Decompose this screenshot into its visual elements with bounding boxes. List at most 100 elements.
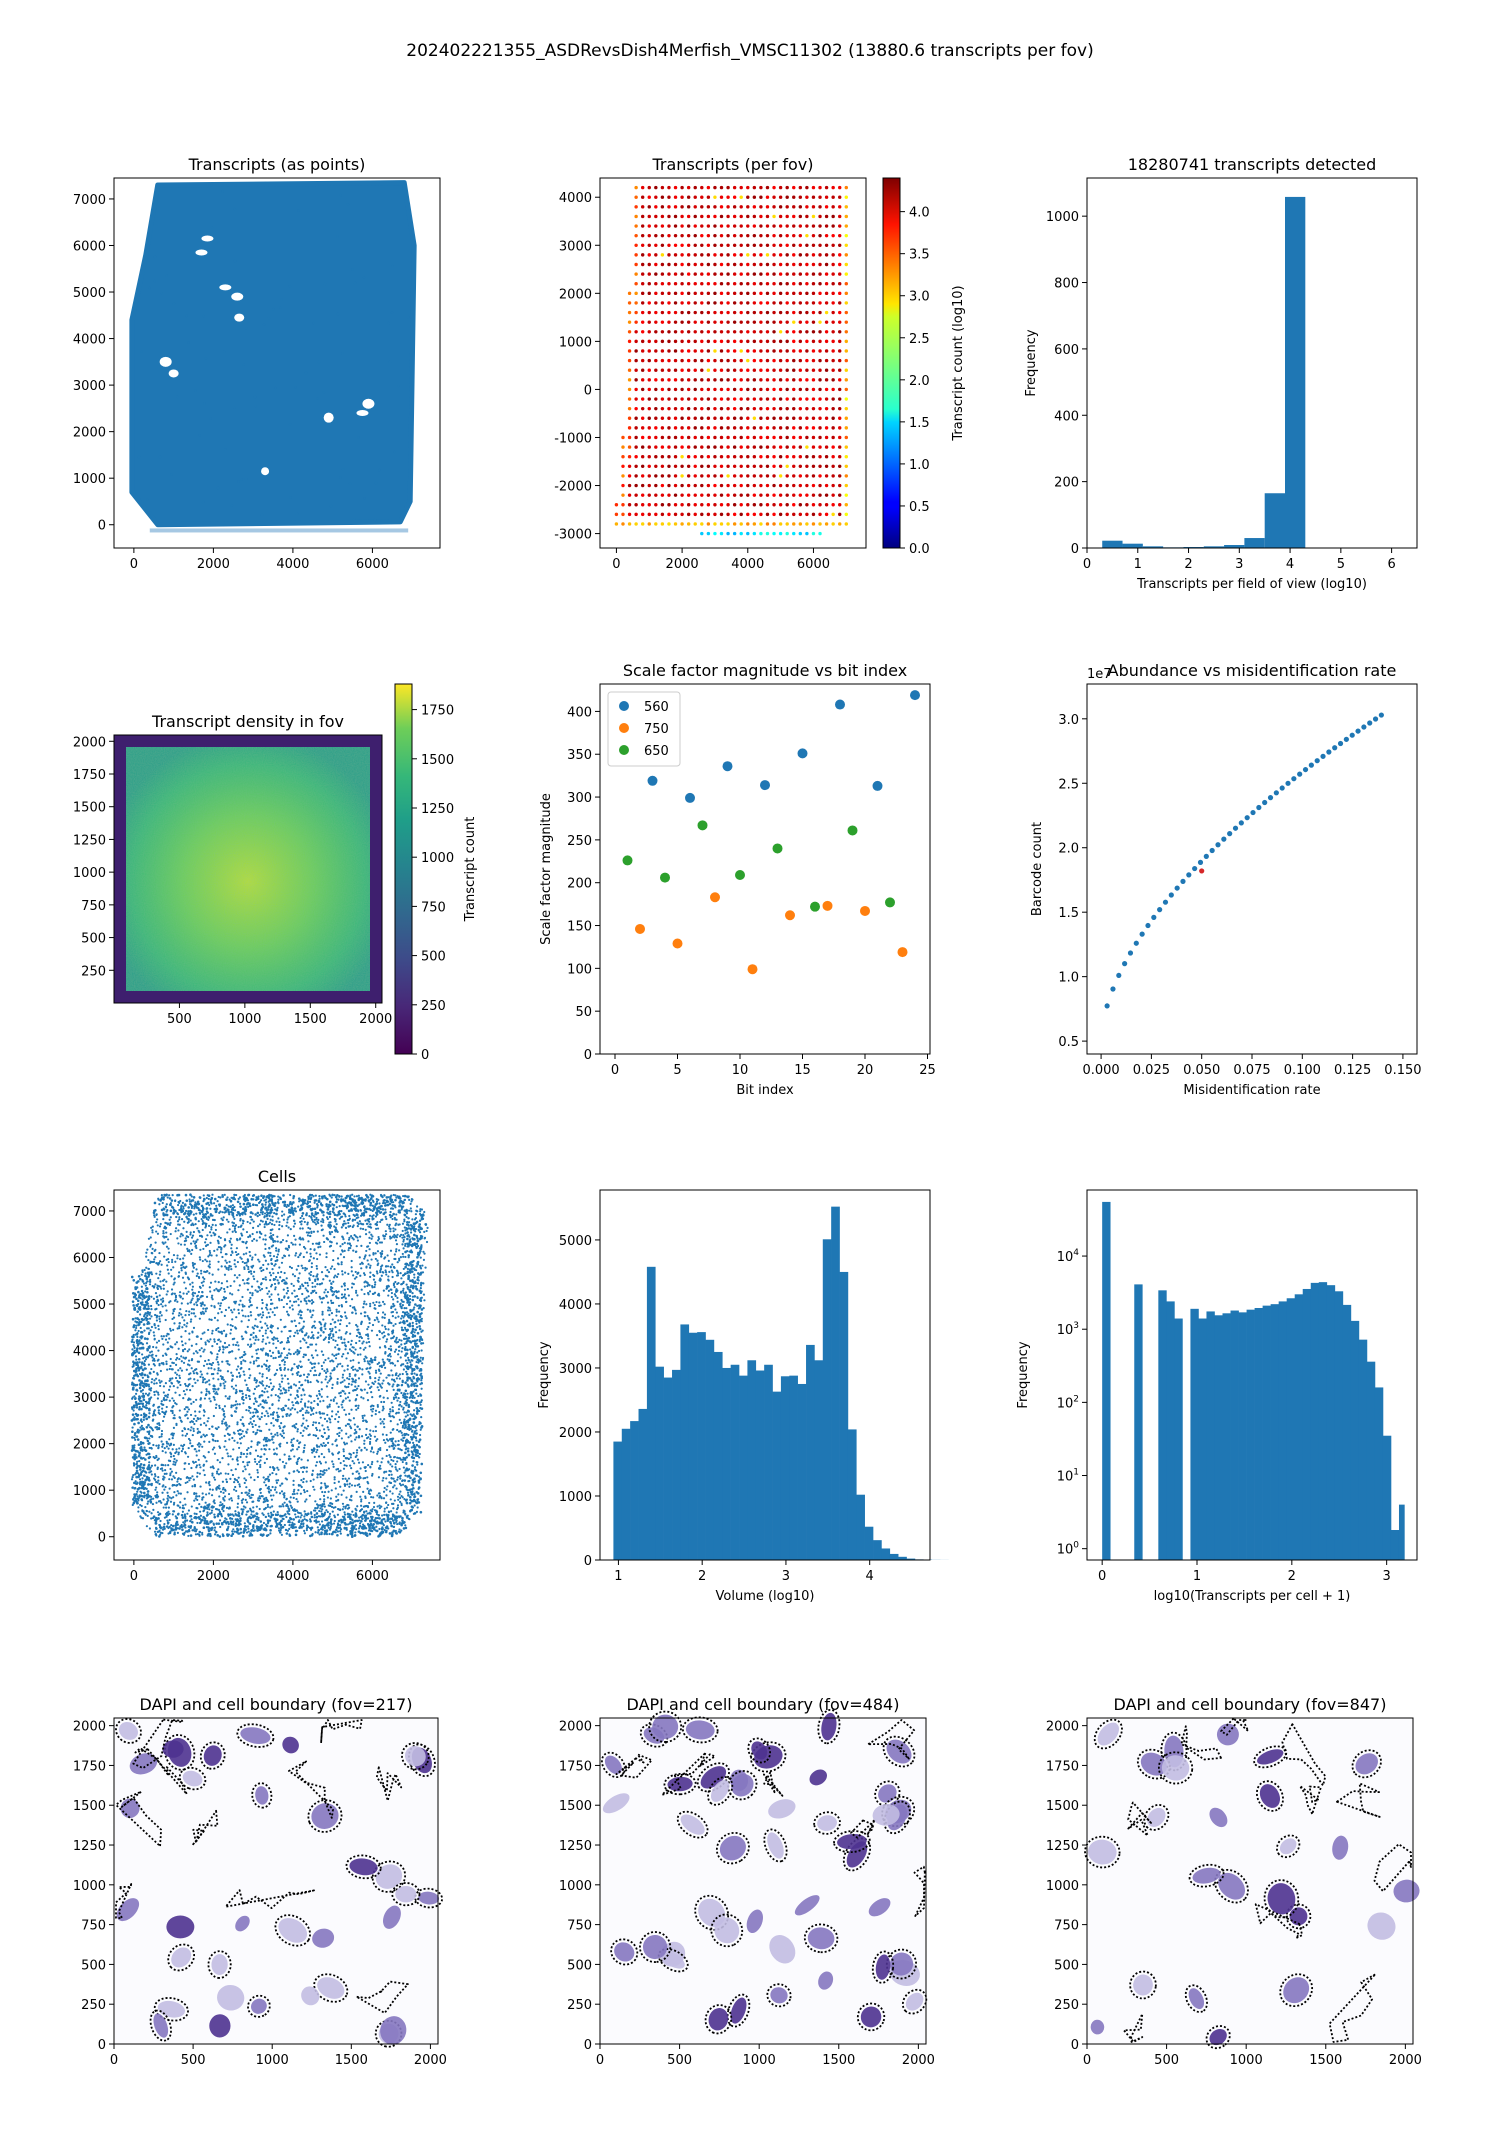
cell-point: [309, 1227, 312, 1230]
cell-point: [396, 1506, 399, 1509]
fov-point: [811, 205, 816, 209]
cell-point: [229, 1205, 232, 1209]
cell-point: [214, 1388, 217, 1391]
cell-point: [228, 1395, 231, 1398]
cell-point: [297, 1264, 300, 1268]
fov-point: [660, 378, 665, 382]
cell-point: [313, 1488, 316, 1491]
cell-point: [297, 1298, 300, 1301]
cell-point: [161, 1469, 164, 1472]
fov-point: [654, 339, 658, 344]
fov-point: [759, 233, 763, 238]
fov-point: [838, 339, 842, 344]
fov-point: [726, 493, 730, 497]
cell-point: [385, 1433, 388, 1437]
fov-point: [654, 503, 658, 507]
cell-point: [267, 1365, 270, 1369]
fov-point: [660, 339, 665, 344]
cell-point: [376, 1438, 379, 1441]
fov-point: [627, 512, 632, 517]
cell-point: [253, 1277, 256, 1281]
fov-point: [686, 483, 691, 488]
fov-point: [785, 272, 789, 276]
fov-point: [634, 522, 638, 526]
cell-point: [294, 1384, 298, 1387]
cell-point: [354, 1531, 357, 1534]
fov-point: [824, 474, 829, 478]
cell-point: [227, 1455, 230, 1458]
fov-point: [798, 339, 803, 344]
y-tick-label: 300: [567, 791, 592, 806]
cell-point: [252, 1430, 255, 1434]
fov-point: [811, 214, 816, 219]
fov-point: [706, 493, 711, 497]
fov-point: [706, 474, 711, 478]
fov-point: [752, 416, 757, 420]
fov-point: [778, 243, 783, 247]
fov-point: [706, 464, 711, 469]
cell-point: [270, 1498, 274, 1501]
fov-point: [818, 435, 822, 440]
fov-point: [686, 503, 691, 507]
fov-point: [713, 243, 717, 247]
fov-point: [831, 330, 835, 334]
fov-point: [739, 282, 743, 286]
fov-point: [824, 387, 829, 392]
cell-point: [312, 1412, 315, 1415]
cell-point: [258, 1260, 261, 1263]
fov-point: [752, 387, 757, 392]
fov-point: [838, 503, 842, 507]
fov-point: [680, 358, 684, 363]
fov-point: [719, 474, 724, 478]
cell-point: [342, 1450, 345, 1453]
transcript-point: [254, 404, 258, 408]
cell-point: [263, 1363, 266, 1366]
cell-point: [133, 1444, 136, 1447]
cell-point: [238, 1284, 241, 1287]
fov-point: [838, 291, 842, 296]
cell-point: [194, 1223, 197, 1226]
cell-point: [331, 1460, 334, 1463]
cell-point: [252, 1362, 255, 1365]
transcript-point: [295, 512, 299, 516]
cell-point: [279, 1392, 282, 1395]
fov-point: [693, 214, 697, 219]
cell-point: [355, 1449, 359, 1452]
cell-point: [248, 1376, 251, 1380]
cell-point: [350, 1266, 353, 1269]
cell-point: [296, 1332, 299, 1335]
cell-point: [394, 1228, 397, 1231]
fov-point: [686, 493, 691, 497]
fov-point: [732, 349, 737, 353]
cell-point: [259, 1211, 263, 1214]
fov-point: [654, 291, 658, 296]
fov-point: [621, 445, 625, 449]
transcript-point: [317, 360, 321, 364]
cell-point: [196, 1475, 199, 1478]
fov-point: [824, 406, 829, 411]
cell-point: [177, 1369, 180, 1372]
cell-point: [157, 1328, 160, 1331]
fov-point: [686, 243, 691, 247]
cell-point: [393, 1364, 397, 1367]
cell-point: [244, 1506, 247, 1509]
cell-point: [362, 1306, 365, 1309]
cell-point: [275, 1473, 278, 1476]
cell-point: [297, 1402, 300, 1405]
cell-point: [272, 1510, 275, 1513]
cell-point: [203, 1435, 207, 1438]
cell-point: [181, 1445, 185, 1448]
fov-point: [660, 483, 665, 488]
fov-point: [647, 349, 651, 353]
cell-point: [206, 1420, 209, 1423]
cell-point: [165, 1515, 168, 1518]
cell-point: [192, 1461, 195, 1464]
cell-point: [263, 1481, 266, 1484]
cell-point: [177, 1451, 180, 1454]
fov-point: [818, 426, 822, 430]
fov-point: [838, 387, 842, 392]
fov-point: [732, 378, 737, 382]
fov-point: [805, 310, 809, 315]
fov-point: [798, 349, 803, 353]
fov-point: [634, 493, 638, 497]
